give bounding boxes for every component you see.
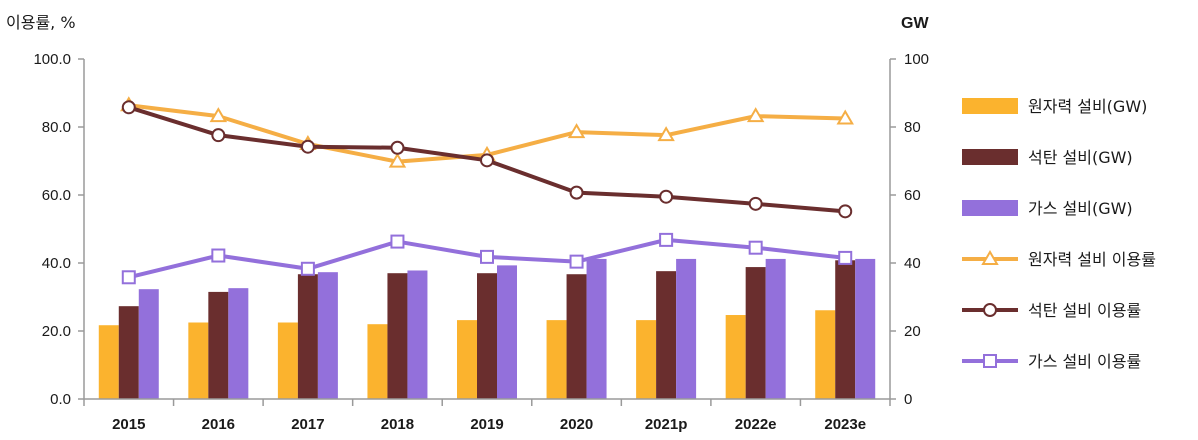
legend-label: 원자력 설비(GW) (1028, 97, 1147, 116)
legend-label: 석탄 설비(GW) (1028, 148, 1133, 167)
point-square (121, 270, 136, 285)
x-tick-label: 2021p (645, 416, 688, 433)
legend-swatch (962, 149, 1018, 165)
legend-swatch (962, 200, 1018, 216)
bar (497, 265, 517, 399)
bars (98, 258, 876, 399)
bar (387, 273, 408, 399)
bar (118, 306, 139, 399)
x-tick-label: 2015 (112, 416, 145, 433)
point-circle (748, 196, 763, 211)
point-square (838, 250, 853, 265)
point-triangle (981, 250, 999, 265)
point-circle (838, 204, 853, 219)
point-circle (390, 140, 405, 155)
bar (457, 320, 477, 399)
left-tick-label: 0.0 (50, 391, 71, 408)
point-square (569, 254, 584, 269)
bar (566, 274, 587, 399)
right-tick-label: 100 (904, 51, 929, 68)
bar (277, 322, 298, 399)
x-tick-label: 2022e (735, 416, 777, 433)
point-triangle (567, 123, 586, 139)
bar (855, 258, 876, 399)
right-tick-label: 0 (904, 391, 912, 408)
point-circle (480, 153, 494, 168)
legend-label: 가스 설비(GW) (1028, 199, 1133, 218)
bar (676, 258, 697, 399)
x-axis: 2015 2016 2017 2018 2019 2020 2021p 2022e 2023e (83, 398, 891, 433)
point-circle (983, 303, 997, 317)
point-square (390, 234, 405, 249)
legend: 원자력 설비(GW) 석탄 설비(GW) 가스 설비(GW) 원자력 설비 이용률석탄… (962, 97, 1156, 371)
bar (765, 258, 786, 399)
left-tick-label: 100.0 (33, 51, 71, 68)
bar (367, 324, 388, 399)
right-tick-label: 20 (904, 323, 921, 340)
x-tick-label: 2023e (824, 416, 866, 433)
point-triangle (209, 107, 228, 123)
lines (120, 96, 854, 285)
point-square (748, 240, 763, 255)
left-tick-label: 20.0 (42, 323, 71, 340)
point-triangle (657, 126, 675, 142)
point-circle (569, 185, 584, 200)
legend-label: 가스 설비 이용률 (1028, 352, 1141, 371)
right-tick-label: 40 (904, 255, 921, 272)
bar (317, 272, 338, 399)
left-axis-title: 이용률, % (6, 13, 76, 32)
x-tick-label: 2020 (560, 416, 593, 433)
bar (745, 267, 766, 399)
left-axis: 0.0 20.0 40.0 60.0 80.0 100.0 (33, 51, 85, 408)
bar (586, 258, 607, 399)
bar (98, 325, 119, 399)
right-axis-title: GW (901, 15, 929, 32)
point-triangle (746, 107, 765, 123)
point-circle (121, 100, 136, 115)
x-tick-label: 2018 (381, 416, 414, 433)
point-circle (659, 189, 674, 204)
point-square (983, 354, 997, 368)
left-tick-label: 40.0 (42, 255, 71, 272)
bar (546, 320, 567, 399)
right-tick-label: 80 (904, 119, 921, 136)
bar (725, 315, 746, 399)
point-square (480, 249, 494, 264)
bar (138, 289, 159, 399)
point-square (659, 232, 674, 247)
bar (835, 260, 856, 399)
bar (208, 291, 229, 399)
x-tick-label: 2016 (202, 416, 235, 433)
left-tick-label: 80.0 (42, 119, 71, 136)
legend-label: 원자력 설비 이용률 (1028, 250, 1156, 269)
bar (407, 270, 428, 399)
bar (188, 322, 209, 399)
bar (297, 274, 318, 399)
legend-swatch (962, 98, 1018, 114)
bar (477, 273, 497, 399)
bar (656, 271, 677, 399)
point-square (300, 261, 315, 276)
point-square (211, 248, 226, 263)
bar (815, 310, 836, 399)
point-triangle (388, 152, 407, 168)
right-tick-label: 60 (904, 187, 921, 204)
x-tick-label: 2017 (291, 416, 324, 433)
left-tick-label: 60.0 (42, 187, 71, 204)
right-axis: 0 20 40 60 80 100 (889, 51, 929, 408)
legend-label: 석탄 설비 이용률 (1028, 301, 1141, 320)
point-circle (300, 139, 315, 154)
point-triangle (836, 109, 854, 125)
point-circle (211, 128, 226, 143)
bar (636, 320, 657, 399)
bar (228, 288, 249, 399)
x-tick-label: 2019 (470, 416, 503, 433)
